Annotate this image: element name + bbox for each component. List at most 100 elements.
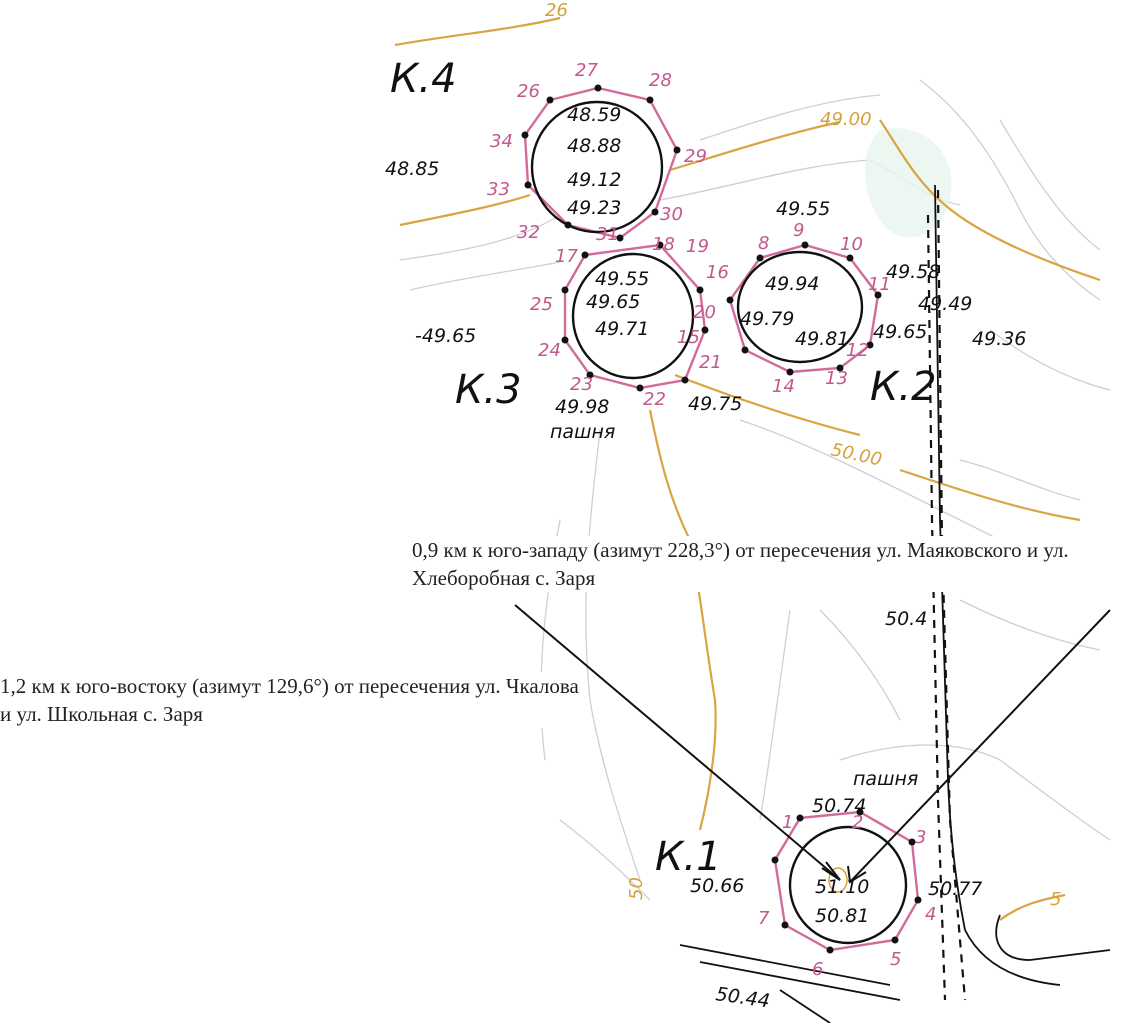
contour-label: 26 bbox=[545, 0, 568, 21]
vertex-label: 24 bbox=[538, 340, 561, 361]
vertex-label: 28 bbox=[649, 70, 672, 91]
elevation-label: 48.59 bbox=[567, 104, 621, 126]
site-k1 bbox=[771, 808, 922, 954]
elevation-label: 49.79 bbox=[740, 308, 794, 330]
contour-line bbox=[899, 468, 1081, 522]
contour-line bbox=[879, 119, 1101, 282]
location-note-k2-k3-k4: 0,9 км к юго-западу (азимут 228,3°) от п… bbox=[412, 536, 1127, 592]
vertex-label: 2 bbox=[852, 812, 863, 833]
vertex-label: 17 bbox=[555, 246, 578, 267]
contour-label: 5 bbox=[1050, 889, 1061, 910]
land-use-label: пашня bbox=[853, 768, 918, 790]
vertex-label: 15 bbox=[677, 327, 700, 348]
minor-contours bbox=[399, 79, 1111, 901]
spot-height: 50.77 bbox=[928, 878, 982, 900]
vertex-label: 3 bbox=[915, 827, 926, 848]
vertex-label: 20 bbox=[693, 302, 716, 323]
vertex-label: 30 bbox=[660, 204, 683, 225]
site-k2 bbox=[726, 241, 882, 376]
vertex-label: 33 bbox=[487, 179, 510, 200]
vertex-label: 34 bbox=[490, 131, 513, 152]
contour-label: 49.00 bbox=[820, 109, 872, 130]
elevation-label: 49.55 bbox=[595, 268, 649, 290]
spot-height: -49.65 bbox=[415, 325, 476, 347]
spot-height: 49.75 bbox=[688, 393, 742, 415]
vertex-label: 5 bbox=[890, 949, 901, 970]
land-use-label: пашня bbox=[550, 421, 615, 443]
site-k3 bbox=[561, 241, 709, 392]
vertex-label: 22 bbox=[643, 389, 666, 410]
vertex-label: 7 bbox=[758, 908, 770, 929]
vertex-label: 8 bbox=[758, 233, 769, 254]
contour-line bbox=[648, 409, 717, 831]
vertex-label: 16 bbox=[706, 262, 729, 283]
site-k4 bbox=[521, 84, 681, 242]
contour-line bbox=[559, 819, 651, 901]
meadow-patch bbox=[865, 128, 952, 238]
contour-line bbox=[839, 744, 1111, 841]
vertex-label: 21 bbox=[699, 352, 722, 373]
elevation-label: 51.10 bbox=[815, 876, 869, 898]
elevation-label: 49.65 bbox=[586, 291, 640, 313]
site-label: К.2 bbox=[870, 364, 937, 410]
contour-line bbox=[759, 609, 791, 821]
contour-line bbox=[999, 119, 1101, 251]
vertex-label: 27 bbox=[575, 60, 598, 81]
site-label: К.4 bbox=[390, 56, 457, 102]
vertex-label: 26 bbox=[517, 81, 540, 102]
contour-label: 50.00 bbox=[829, 439, 884, 470]
spot-height: 50.74 bbox=[812, 795, 866, 817]
contour-line bbox=[919, 79, 1101, 301]
elevation-label: 49.71 bbox=[595, 318, 649, 340]
vertex-label: 12 bbox=[846, 340, 869, 361]
spot-height: 50.4 bbox=[885, 608, 927, 630]
contour-line bbox=[699, 94, 881, 141]
contour-line bbox=[399, 214, 561, 261]
elevation-label: 49.94 bbox=[765, 273, 819, 295]
spot-height: 49.36 bbox=[972, 328, 1026, 350]
contour-line bbox=[999, 893, 1066, 921]
vertex-label: 11 bbox=[868, 274, 891, 295]
vertex-label: 6 bbox=[812, 959, 823, 980]
elevation-label: 49.12 bbox=[567, 169, 621, 191]
spot-height: 48.85 bbox=[385, 158, 439, 180]
vertex-label: 13 bbox=[825, 368, 848, 389]
spot-height: 49.58 bbox=[886, 261, 940, 283]
location-note-k1: 1,2 км к юго-востоку (азимут 129,6°) от … bbox=[0, 672, 580, 728]
vertex-label: 23 bbox=[570, 374, 593, 395]
vertex-label: 18 bbox=[652, 234, 675, 255]
contour-line bbox=[669, 120, 841, 172]
spot-height: 49.49 bbox=[918, 293, 972, 315]
contour-line bbox=[674, 373, 861, 437]
spot-height: 49.98 bbox=[555, 396, 609, 418]
contour-line bbox=[399, 193, 531, 227]
contour-line bbox=[585, 429, 641, 881]
spot-height: 50.44 bbox=[714, 983, 771, 1012]
site-label: К.3 bbox=[455, 367, 522, 413]
vertex-label: 29 bbox=[684, 146, 707, 167]
vertex-label: 4 bbox=[925, 904, 936, 925]
spot-height: 49.55 bbox=[776, 198, 830, 220]
contour-line bbox=[959, 459, 1081, 501]
site-label: К.1 bbox=[655, 834, 722, 880]
vertex-label: 14 bbox=[772, 376, 795, 397]
spot-height: 49.65 bbox=[873, 321, 927, 343]
elevation-label: 50.81 bbox=[815, 905, 869, 927]
elevation-label: 49.81 bbox=[795, 328, 849, 350]
elevation-label: 48.88 bbox=[567, 135, 621, 157]
contour-line bbox=[959, 599, 1101, 651]
major-contours bbox=[394, 16, 1101, 921]
leader-lines bbox=[514, 604, 1111, 884]
contour-line bbox=[819, 609, 901, 721]
contour-label: 50 bbox=[626, 877, 647, 900]
contour-line bbox=[394, 16, 561, 47]
vertex-label: 25 bbox=[530, 294, 553, 315]
vertex-label: 31 bbox=[596, 224, 619, 245]
spot-height: 50.66 bbox=[690, 875, 744, 897]
dashed-boundary bbox=[926, 189, 967, 1001]
vertex-label: 10 bbox=[840, 234, 863, 255]
vertex-label: 1 bbox=[782, 812, 793, 833]
vertex-label: 32 bbox=[517, 222, 540, 243]
